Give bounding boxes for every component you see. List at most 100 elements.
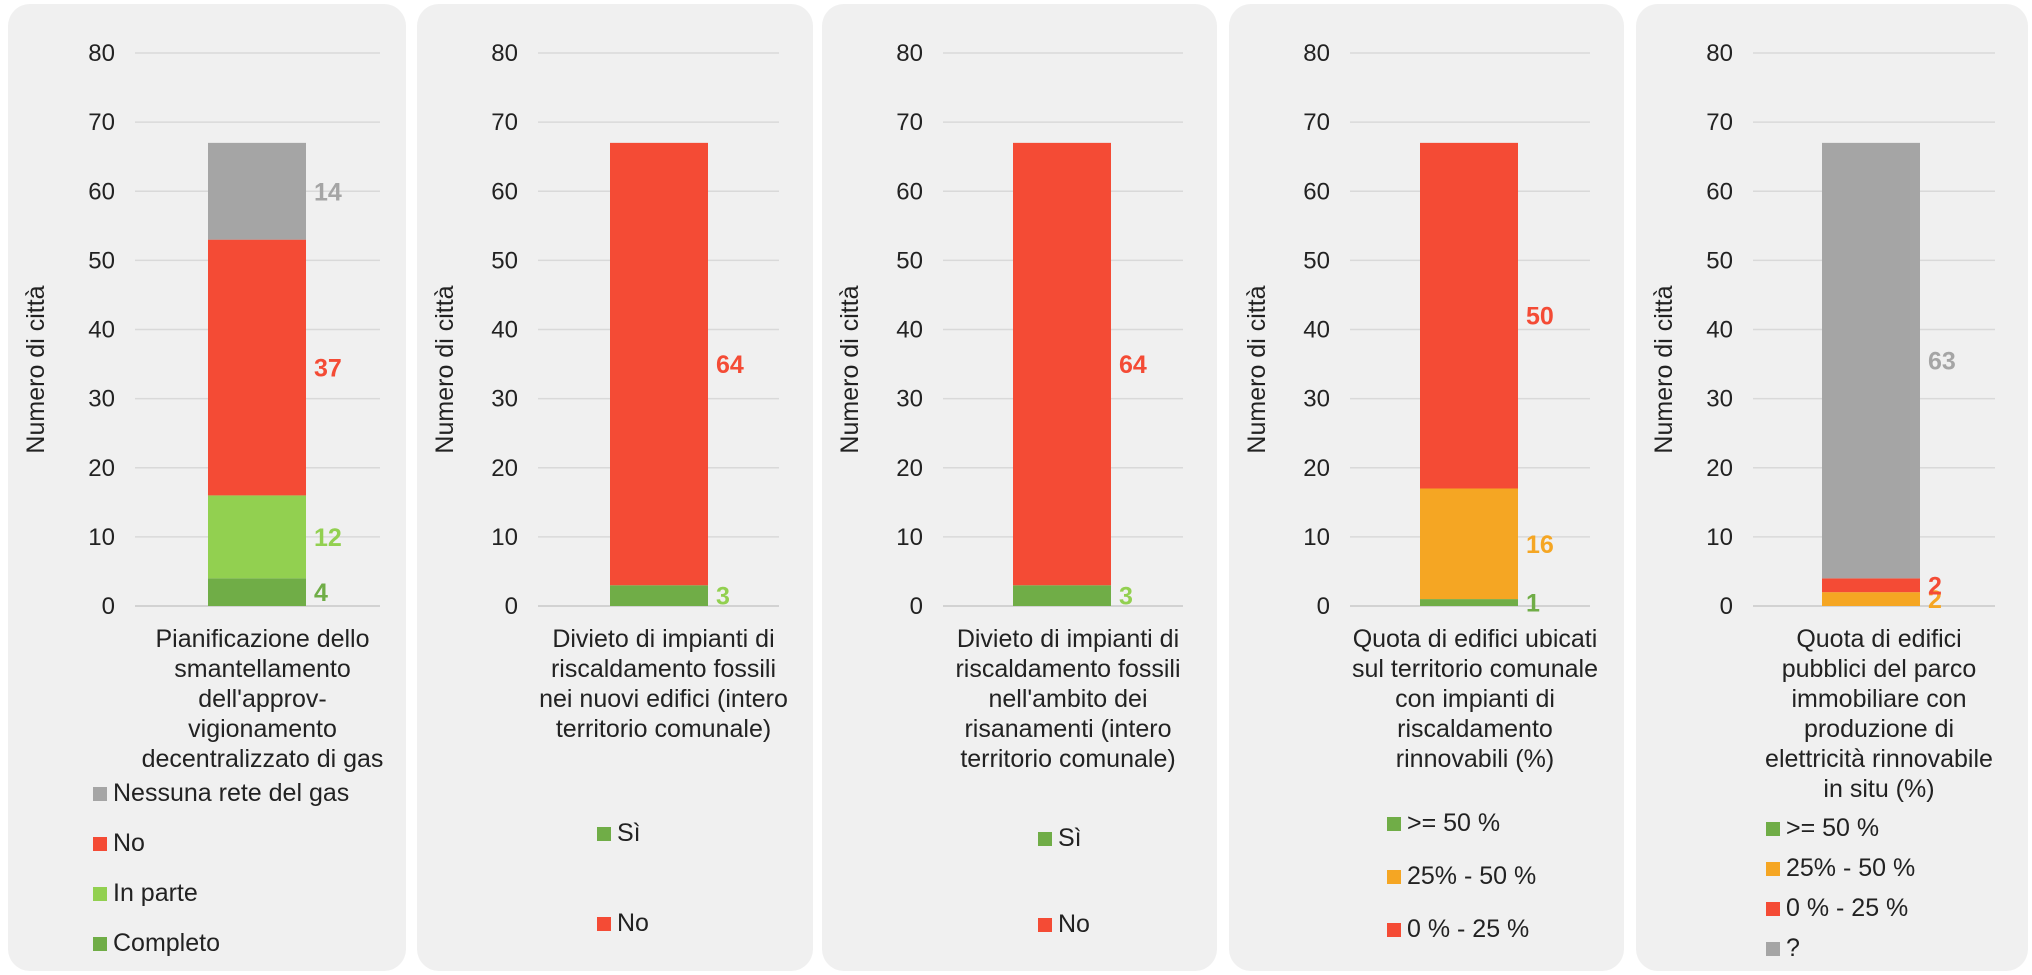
legend-swatch — [597, 916, 611, 931]
bar-segment — [208, 142, 306, 240]
legend-label: In parte — [113, 879, 198, 907]
y-axis-label: Numero di città — [1243, 285, 1271, 453]
legend-label: 0 % - 25 % — [1786, 894, 1909, 922]
legend-swatch — [93, 886, 107, 901]
bar-segment — [208, 495, 306, 579]
y-tick-label: 80 — [1706, 40, 1733, 67]
y-tick-label: 60 — [491, 178, 518, 205]
bar-segment — [1822, 578, 1920, 593]
y-tick-label: 0 — [1720, 593, 1733, 620]
legend-item: >= 50 % — [1766, 814, 1879, 843]
y-axis-label: Numero di città — [431, 285, 459, 453]
legend-swatch — [93, 786, 107, 801]
chart-panel-1: Numero di città 0 10 20 30 40 50 60 70 80 4 12 37 14 P… — [8, 4, 406, 971]
legend-swatch — [1387, 869, 1401, 884]
legend-item: >= 50 % — [1387, 809, 1500, 838]
legend-item: ? — [1766, 934, 1800, 963]
chart-svg: Numero di città 0 10 20 30 40 50 60 70 80 22 63 — [1650, 40, 1995, 620]
data-label: 3 — [716, 583, 730, 611]
y-tick-label: 10 — [491, 524, 518, 551]
legend-label: Sì — [617, 819, 641, 847]
legend-label: 25% - 50 % — [1786, 854, 1916, 882]
legend-label: 25% - 50 % — [1407, 862, 1537, 890]
legend-item: 25% - 50 % — [1766, 854, 1915, 883]
data-label: 50 — [1526, 303, 1554, 331]
y-tick-label: 0 — [505, 593, 518, 620]
legend-item: 0 % - 25 % — [1766, 894, 1908, 923]
chart-svg: Numero di città 0 10 20 30 40 50 60 70 80 3 64 — [431, 40, 779, 620]
legend-swatch — [597, 826, 611, 841]
legend-item: 0 % - 25 % — [1387, 915, 1529, 944]
y-tick-label: 20 — [1303, 455, 1330, 482]
legend-label: Completo — [113, 929, 220, 957]
y-tick-label: 70 — [1303, 109, 1330, 136]
y-tick-label: 20 — [491, 455, 518, 482]
y-tick-label: 80 — [491, 40, 518, 67]
legend-label: Sì — [1058, 824, 1082, 852]
y-axis-label: Numero di città — [1650, 285, 1678, 453]
y-tick-label: 70 — [896, 109, 923, 136]
y-tick-label: 40 — [491, 317, 518, 344]
legend-swatch — [1038, 917, 1052, 932]
y-tick-label: 60 — [896, 178, 923, 205]
chart-panel-5: Numero di città 0 10 20 30 40 50 60 70 80 2 2 63 Quot… — [1636, 4, 2028, 971]
bar-segment — [208, 578, 306, 606]
bar-segment — [1822, 592, 1920, 606]
y-tick-label: 60 — [1303, 178, 1330, 205]
legend-item: Nessuna rete del gas — [93, 779, 349, 808]
y-tick-label: 80 — [88, 40, 115, 67]
y-tick-label: 40 — [88, 317, 115, 344]
legend-swatch — [1387, 922, 1401, 937]
y-tick-label: 10 — [896, 524, 923, 551]
category-label: Divieto di impianti di riscaldamento fos… — [539, 625, 788, 743]
data-label: 64 — [716, 351, 744, 379]
legend-item: Sì — [1038, 824, 1082, 853]
legend-item: Completo — [93, 929, 220, 958]
data-label: 2 — [1928, 586, 1942, 614]
y-tick-label: 60 — [88, 178, 115, 205]
y-tick-label: 50 — [88, 247, 115, 274]
bar-segment — [1420, 142, 1518, 489]
y-tick-label: 0 — [102, 593, 115, 620]
data-label: 37 — [314, 355, 342, 383]
legend-swatch — [93, 836, 107, 851]
bar-segment — [208, 239, 306, 496]
bar-segment — [1420, 599, 1518, 606]
y-tick-label: 30 — [1303, 386, 1330, 413]
y-tick-label: 10 — [1706, 524, 1733, 551]
category-label: Quota di edifici pubblici del parco immo… — [1765, 625, 1993, 803]
data-label: 4 — [314, 579, 328, 607]
y-tick-label: 30 — [896, 386, 923, 413]
legend-item: No — [1038, 910, 1090, 939]
legend-label: No — [617, 909, 649, 937]
legend-label: >= 50 % — [1407, 809, 1501, 837]
data-label: 3 — [1119, 583, 1133, 611]
y-axis-label: Numero di città — [836, 285, 864, 453]
data-label: 12 — [314, 524, 342, 552]
legend-item: No — [93, 829, 145, 858]
y-tick-label: 0 — [910, 593, 923, 620]
chart-panel-3: Numero di città 0 10 20 30 40 50 60 70 80 3 64 Divie… — [822, 4, 1217, 971]
y-tick-label: 70 — [491, 109, 518, 136]
y-tick-label: 20 — [88, 455, 115, 482]
y-tick-label: 30 — [88, 386, 115, 413]
y-axis-label: Numero di città — [22, 285, 50, 453]
chart-svg: Numero di città 0 10 20 30 40 50 60 70 80 1 16 50 — [1243, 40, 1590, 620]
legend-item: No — [597, 909, 649, 938]
legend-swatch — [1387, 816, 1401, 831]
y-tick-label: 40 — [896, 317, 923, 344]
data-label: 16 — [1526, 531, 1554, 559]
y-tick-label: 50 — [1303, 247, 1330, 274]
chart-panel-4: Numero di città 0 10 20 30 40 50 60 70 80 1 16 50 Quo… — [1229, 4, 1624, 971]
y-tick-label: 70 — [1706, 109, 1733, 136]
category-label: Pianificazione dello smantellamento dell… — [141, 625, 384, 773]
y-tick-label: 40 — [1706, 317, 1733, 344]
legend-label: >= 50 % — [1786, 814, 1880, 842]
legend-swatch — [1766, 861, 1780, 876]
y-tick-label: 30 — [1706, 386, 1733, 413]
chart-svg: Numero di città 0 10 20 30 40 50 60 70 80 3 64 — [836, 40, 1183, 620]
category-label: Quota di edifici ubicati sul territorio … — [1352, 625, 1598, 773]
y-tick-label: 50 — [1706, 247, 1733, 274]
legend-swatch — [93, 936, 107, 951]
y-tick-label: 10 — [1303, 524, 1330, 551]
